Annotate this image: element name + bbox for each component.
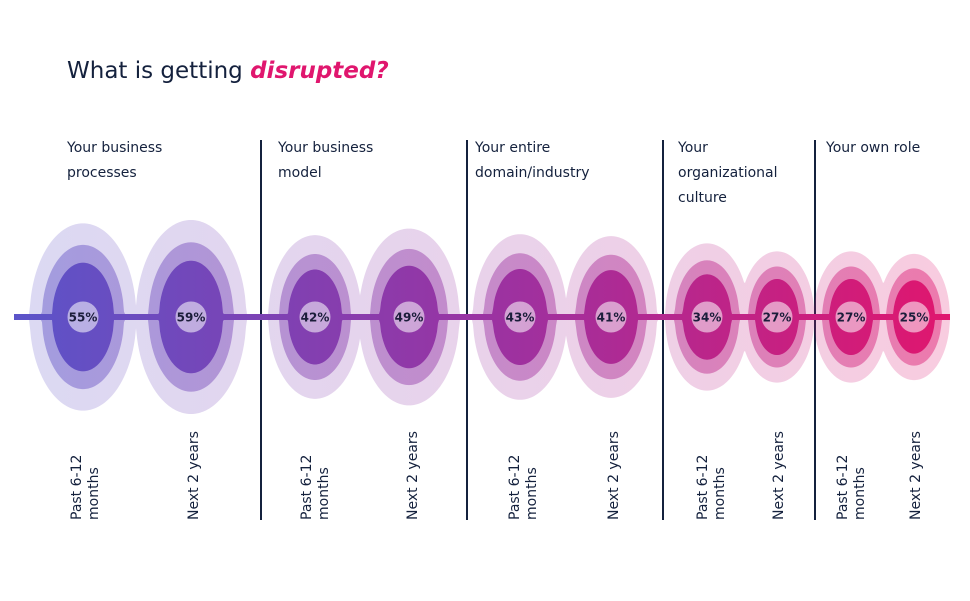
value-label-5-1: 27%	[837, 311, 866, 325]
value-label-4-1: 34%	[693, 311, 722, 325]
bubble-center-2-1	[299, 301, 331, 333]
value-label-3-2: 41%	[597, 311, 626, 325]
bubble-center-4-1	[691, 301, 723, 333]
value-label-5-2: 25%	[900, 311, 929, 325]
bubble-center-1-2	[175, 301, 207, 333]
title-highlight: disrupted?	[250, 58, 389, 84]
bubble-center-3-1	[504, 301, 536, 333]
bubble-center-2-2	[393, 301, 425, 333]
page-title: What is getting disrupted?	[67, 58, 389, 84]
bubble-center-5-2	[898, 301, 930, 333]
category-label-5: Your own role	[826, 140, 921, 156]
bubble-layer-3	[14, 260, 950, 374]
value-label-3-1: 43%	[506, 311, 535, 325]
bubble-center-1-1	[67, 301, 99, 333]
bubble-center-5-1	[835, 301, 867, 333]
value-label-1-1: 55%	[69, 311, 98, 325]
category-divider-3	[662, 140, 664, 520]
bubble-center-3-2	[595, 301, 627, 333]
category-label-3: Your entire domain/industry	[475, 140, 590, 181]
value-label-2-1: 42%	[301, 311, 330, 325]
category-label-2: Your business model	[278, 140, 374, 181]
category-label-4: Your organizational culture	[678, 140, 778, 206]
category-label-1: Your business processes	[67, 140, 163, 181]
value-label-1-2: 59%	[177, 311, 206, 325]
category-divider-2	[466, 140, 468, 520]
title-prefix: What is getting	[67, 58, 251, 84]
category-divider-1	[260, 140, 262, 520]
value-label-2-2: 49%	[395, 311, 424, 325]
value-label-4-2: 27%	[763, 311, 792, 325]
bubble-center-4-2	[761, 301, 793, 333]
